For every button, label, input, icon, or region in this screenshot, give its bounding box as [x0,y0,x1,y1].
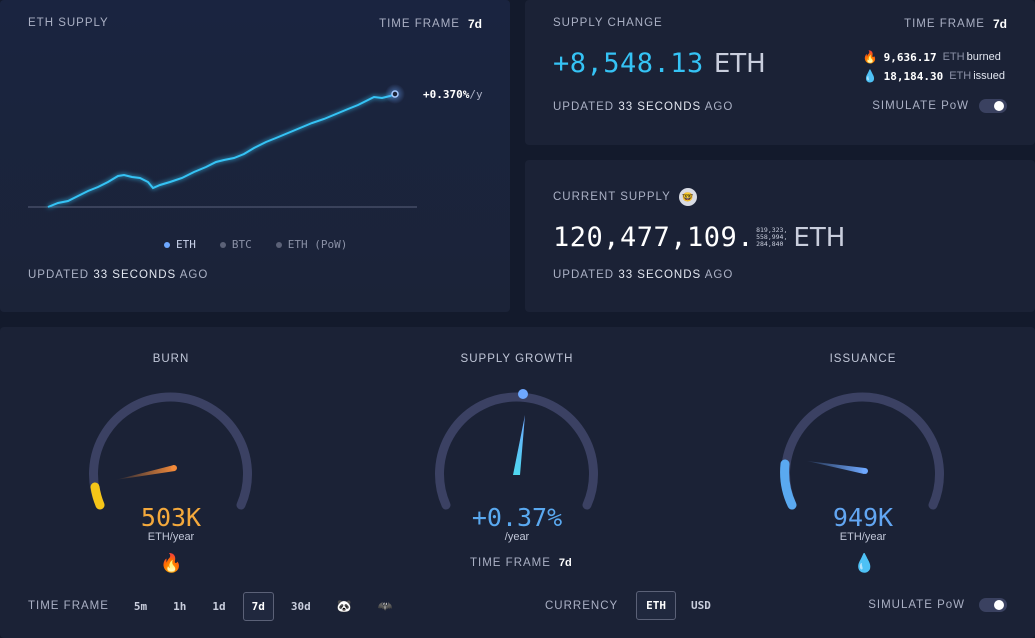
legend-dot [219,241,226,248]
timeframe-selector-label: TIME FRAME [28,600,109,612]
growth-gauge-fill [518,389,528,399]
eth-supply-title: ETH SUPPLY [28,17,109,29]
supply-change-timeframe: TIME FRAME 7d [904,17,1007,31]
simulate-pow-toggle[interactable] [979,99,1007,113]
growth-gauge-value: +0.37% [471,503,563,532]
bat-timeframe-icon[interactable]: 🦇 [377,599,393,613]
eth-supply-card: ETH SUPPLY TIME FRAME 7d +0.370%/y ETH B… [0,0,510,312]
issuance-gauge-track [781,392,944,510]
supply-change-unit: ETH [713,49,766,79]
timeframe-1h-button[interactable]: 1h [173,599,187,613]
chart-endpoint [391,90,399,98]
growth-gauge-track [435,392,598,510]
timeframe-label: TIME FRAME [904,18,985,30]
current-supply-unit: ETH [793,222,846,253]
current-supply-header: CURRENT SUPPLY 🤓 [553,188,697,206]
eth-supply-line [47,93,396,208]
burn-gauge-unit: ETH/year [147,531,195,543]
burn-gauge-value: 503K [140,503,202,532]
nerd-face-icon: 🤓 [678,188,697,206]
annotation-unit: /y [469,88,483,101]
burn-gauge-track [89,392,252,510]
current-supply-decimals: 819,323, 558,994, 284,840 [756,226,788,248]
currency-eth-button[interactable]: ETH [636,591,677,620]
timeframe-1d-button[interactable]: 1d [212,599,226,613]
legend-eth-pow[interactable]: ETH (PoW) [275,238,347,251]
currency-usd-button[interactable]: USD [691,599,711,612]
timeframe-30d-button[interactable]: 30d [290,599,311,613]
issuance-gauge-unit: ETH/year [839,531,887,543]
chart-legend: ETH BTC ETH (PoW) [164,238,347,251]
issuance-gauge-title: ISSUANCE [829,353,897,365]
legend-btc[interactable]: BTC [219,238,252,251]
eth-supply-timeframe: TIME FRAME 7d [379,17,482,31]
timeframe-value: 7d [558,557,572,569]
burned-row: 🔥 9,636.17 ETH burned [862,50,1001,64]
fire-icon: 🔥 [862,50,878,64]
currency-label: CURRENCY [545,599,619,612]
current-supply-value: 120,477,109. [553,222,755,253]
growth-gauge [435,389,598,510]
growth-timeframe: TIME FRAME 7d [470,557,572,569]
timeframe-label: TIME FRAME [470,557,551,569]
footer-simulate-pow-toggle[interactable] [979,598,1007,612]
footer-simulate-pow-label: SIMULATE PoW [868,599,965,611]
timeframe-value: 7d [992,17,1007,31]
eth-supply-chart[interactable] [0,60,510,230]
timeframe-value: 7d [467,17,482,31]
issuance-gauge-fill [780,459,797,510]
growth-gauge-unit: /year [504,531,530,543]
supply-change-amount: +8,548.13 ETH [553,48,766,79]
gauges-card: BURN 503K ETH/year 🔥 SUPPLY GROWTH +0.37… [0,327,1035,638]
droplet-icon: 💧 [862,69,878,83]
panda-timeframe-icon[interactable]: 🐼 [336,599,352,613]
burn-gauge-fill [90,482,105,510]
supply-change-title: SUPPLY CHANGE [553,17,663,29]
current-supply-card: CURRENT SUPPLY 🤓 120,477,109. 819,323, 5… [525,160,1035,312]
timeframe-5m-button[interactable]: 5m [133,599,148,613]
supply-change-card: SUPPLY CHANGE TIME FRAME 7d +8,548.13 ET… [525,0,1035,145]
issuance-gauge-needle-tip [862,468,868,474]
current-supply-updated: UPDATED 33 SECONDS AGO [553,269,734,281]
growth-gauge-needle [513,415,525,475]
supply-change-value: +8,548.13 [553,48,704,79]
burn-issue-breakdown: 🔥 9,636.17 ETH burned 💧 18,184.30 ETH issu… [863,50,1005,83]
burn-gauge-title: BURN [152,353,190,365]
timeframe-label: TIME FRAME [379,18,460,30]
legend-dot [164,241,170,248]
burn-gauge [89,392,252,510]
issuance-gauge-needle [807,461,865,474]
fire-icon: 🔥 [160,553,183,573]
burn-gauge-needle-tip [171,465,177,471]
simulate-pow-label: SIMULATE PoW [872,100,969,112]
burn-gauge-needle [115,465,175,480]
simulate-pow-toggle-row: SIMULATE PoW [872,99,1007,113]
legend-eth[interactable]: ETH [164,238,196,251]
droplet-icon: 💧 [853,553,876,573]
timeframe-7d-button[interactable]: 7d [242,591,274,621]
issuance-gauge [780,392,944,510]
issued-row: 💧 18,184.30 ETH issued [862,69,1005,83]
annotation-value: +0.370% [423,88,470,101]
currency-selector: CURRENCY ETH USD [545,591,720,620]
legend-dot [275,241,282,248]
growth-gauge-title: SUPPLY GROWTH [460,353,574,365]
eth-supply-updated: UPDATED 33 SECONDS AGO [28,269,209,281]
timeframe-selector: TIME FRAME 5m 1h 1d 7d 30d 🐼 🦇 [28,591,402,621]
issuance-gauge-value: 949K [832,503,894,532]
supply-growth-annotation: +0.370%/y [423,88,483,101]
supply-change-updated: UPDATED 33 SECONDS AGO [553,101,734,113]
current-supply-amount: 120,477,109. 819,323, 558,994, 284,840 E… [553,222,845,253]
footer-simulate-pow-row: SIMULATE PoW [868,598,1007,612]
current-supply-title: CURRENT SUPPLY [553,191,671,203]
